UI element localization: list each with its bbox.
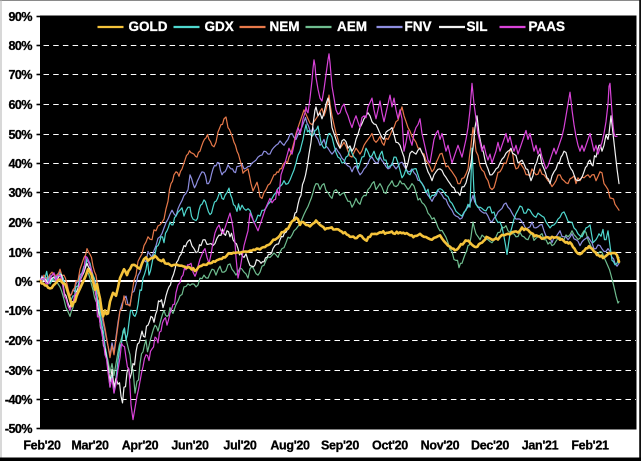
svg-text:0%: 0% xyxy=(15,275,32,289)
svg-text:SIL: SIL xyxy=(467,19,488,34)
svg-text:Nov'20: Nov'20 xyxy=(421,439,460,453)
svg-text:Apr'20: Apr'20 xyxy=(122,439,159,453)
svg-text:AEM: AEM xyxy=(337,19,367,34)
svg-text:GDX: GDX xyxy=(205,19,234,34)
svg-text:Aug'20: Aug'20 xyxy=(270,439,310,453)
svg-text:50%: 50% xyxy=(8,128,32,142)
svg-text:80%: 80% xyxy=(8,39,32,53)
svg-text:70%: 70% xyxy=(8,68,32,82)
svg-text:Feb'20: Feb'20 xyxy=(23,439,61,453)
svg-text:Oct'20: Oct'20 xyxy=(372,439,408,453)
svg-text:60%: 60% xyxy=(8,98,32,112)
svg-text:40%: 40% xyxy=(8,157,32,171)
svg-text:-30%: -30% xyxy=(5,364,33,378)
svg-text:Dec'20: Dec'20 xyxy=(471,439,509,453)
svg-text:Feb'21: Feb'21 xyxy=(571,439,609,453)
svg-text:-20%: -20% xyxy=(5,334,33,348)
svg-text:-40%: -40% xyxy=(5,393,33,407)
svg-text:-10%: -10% xyxy=(5,304,33,318)
svg-text:GOLD: GOLD xyxy=(129,19,168,34)
svg-text:-50%: -50% xyxy=(5,422,33,436)
svg-text:FNV: FNV xyxy=(405,19,432,34)
svg-text:PAAS: PAAS xyxy=(529,19,566,34)
svg-text:90%: 90% xyxy=(8,10,32,24)
svg-text:Jul'20: Jul'20 xyxy=(223,439,256,453)
svg-text:Mar'20: Mar'20 xyxy=(71,439,109,453)
svg-text:10%: 10% xyxy=(8,246,32,260)
svg-text:Jun'20: Jun'20 xyxy=(171,439,209,453)
svg-text:20%: 20% xyxy=(8,216,32,230)
svg-text:NEM: NEM xyxy=(270,19,300,34)
svg-text:Sep'20: Sep'20 xyxy=(321,439,359,453)
svg-text:Jan'21: Jan'21 xyxy=(522,439,559,453)
svg-text:30%: 30% xyxy=(8,186,32,200)
